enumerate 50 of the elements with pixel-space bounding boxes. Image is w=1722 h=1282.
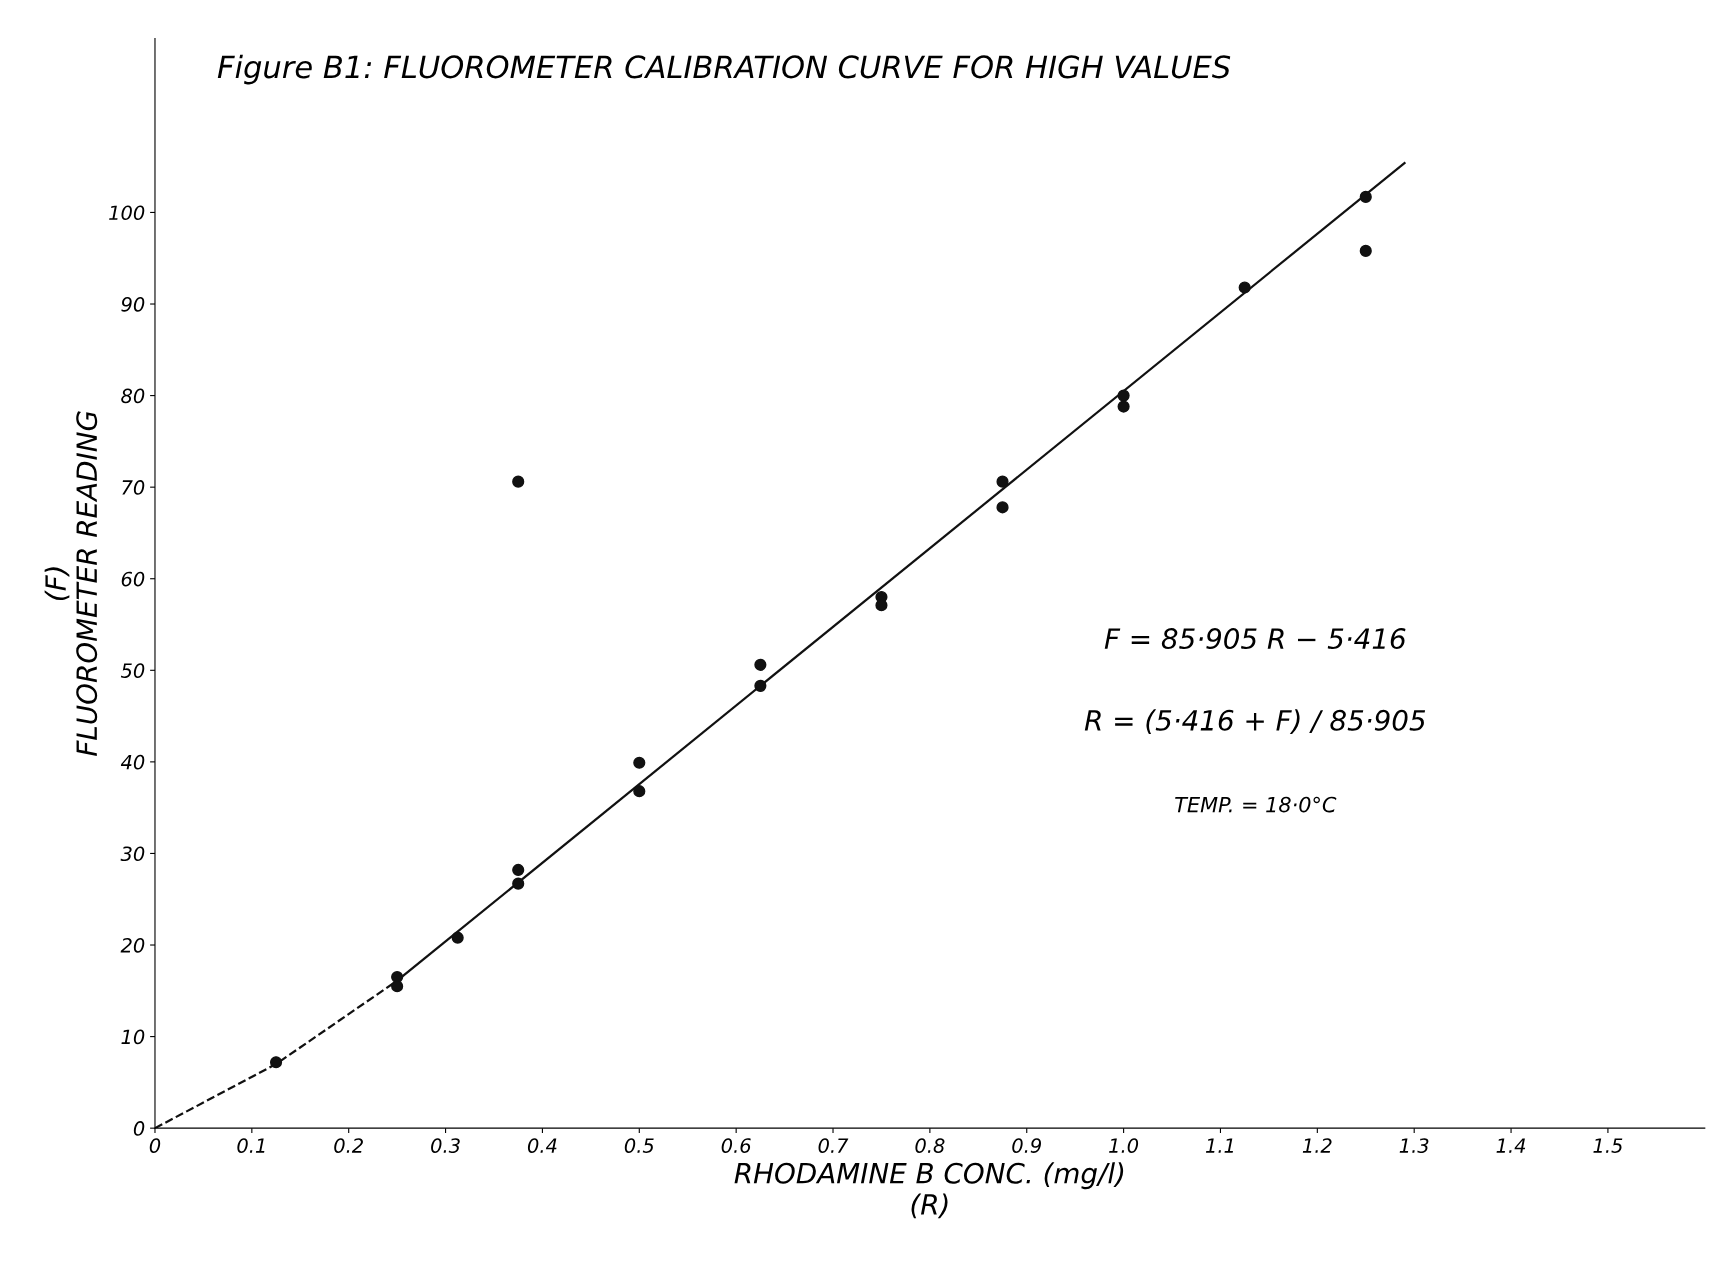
point (996, 475, 1009, 488)
point (754, 658, 767, 671)
point (512, 863, 525, 877)
x-tick-label: 0.4 (527, 1138, 557, 1153)
annotation: TEMP. = 18·0°C (1175, 796, 1337, 813)
point (1359, 190, 1372, 203)
x-tick-label: 0 (149, 1138, 161, 1153)
x-tick-label: 1.4 (1496, 1138, 1526, 1153)
point (512, 877, 525, 890)
y-tick-label: 60 (121, 571, 145, 587)
x-tick-label: 1.5 (1593, 1138, 1623, 1153)
x-tick-label: 1.0 (1109, 1138, 1139, 1153)
point (391, 980, 404, 993)
text: Figure B1: FLUOROMETER CALIBRATION CURVE FOR HIGH VALUES (217, 54, 1231, 85)
point (1117, 400, 1130, 413)
x-tick-label: 0.3 (431, 1138, 460, 1153)
y-tick-label: 90 (121, 296, 145, 312)
x-tick-label: 1.1 (1205, 1138, 1233, 1153)
point (633, 756, 646, 769)
y-axis-title: (F) FLUOROMETER READING (44, 411, 98, 756)
y-tick-label: 80 (121, 388, 145, 404)
x-tick-label: 0.9 (1012, 1138, 1041, 1153)
annotation: F = 85·905 R − 5·416 (1104, 628, 1406, 650)
point (1117, 389, 1130, 402)
x-tick-label: 0.6 (721, 1138, 751, 1153)
y-tick-label: 20 (120, 937, 145, 953)
x-tick-label: 0.1 (237, 1138, 265, 1153)
y-tick-label: 40 (120, 754, 145, 770)
point (1359, 244, 1372, 257)
point (512, 475, 525, 488)
y-tick-label: 50 (120, 663, 145, 678)
y-tick-label: 30 (120, 846, 145, 862)
x-axis-title: RHODAMINE B CONC. (mg/l) (R) (734, 1162, 1124, 1219)
point (633, 785, 646, 798)
point (754, 679, 767, 692)
y-tick-label: 10 (121, 1029, 145, 1045)
point (451, 931, 464, 944)
point (1238, 281, 1251, 294)
point (269, 1056, 283, 1069)
x-tick-label: 0.8 (915, 1138, 945, 1153)
y-tick-label: 100 (109, 205, 145, 221)
x-tick-label: 0.7 (818, 1138, 849, 1153)
x-tick-label: 1.2 (1302, 1138, 1332, 1153)
point (996, 501, 1009, 514)
annotation: R = (5·416 + F) / 85·905 (1084, 709, 1426, 735)
x-tick-label: 1.3 (1399, 1138, 1429, 1153)
y-tick-label: 0 (133, 1121, 145, 1136)
x-tick-label: 0.2 (334, 1138, 363, 1153)
x-tick-label: 0.5 (624, 1138, 654, 1153)
y-tick-label: 70 (122, 480, 145, 495)
